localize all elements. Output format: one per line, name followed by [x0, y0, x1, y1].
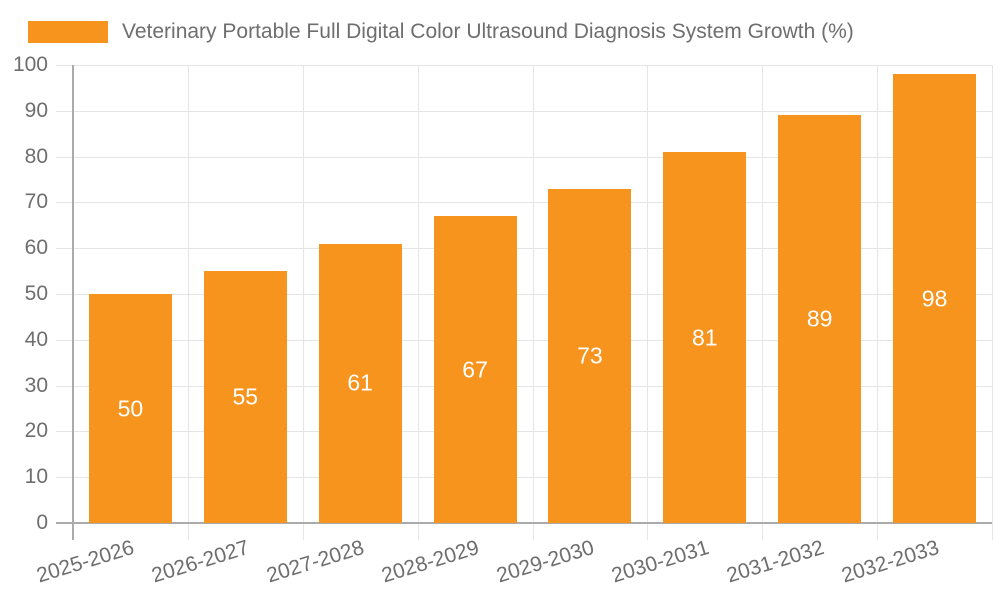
bar[interactable]: 55 — [203, 271, 287, 523]
bar[interactable]: 61 — [318, 243, 402, 523]
y-axis-tick-label: 60 — [24, 236, 48, 259]
x-axis-tick-label: 2030-2031 — [608, 536, 712, 588]
x-gridline — [992, 65, 993, 540]
y-axis-tick-label: 80 — [24, 145, 48, 168]
x-gridline — [647, 65, 648, 540]
x-axis-tick-label: 2027-2028 — [264, 536, 367, 588]
x-axis-line — [56, 522, 992, 524]
bar-value-label: 67 — [462, 356, 488, 383]
bar-value-label: 81 — [692, 324, 718, 350]
y-gridline — [56, 202, 992, 203]
x-axis-tick-label: 2026-2027 — [149, 536, 253, 588]
y-axis-tick-label: 20 — [24, 419, 48, 442]
y-gridline — [56, 294, 992, 295]
y-gridline — [56, 157, 992, 158]
y-gridline — [56, 65, 992, 66]
plot-area: 0 10 20 30 40 50 60 70 80 90 100 50 2025-2026 55 2026-… — [13, 53, 993, 587]
x-gridline — [877, 65, 878, 540]
y-axis-line — [72, 65, 74, 540]
x-gridline — [533, 65, 534, 540]
legend-label: Veterinary Portable Full Digital Color U… — [122, 20, 854, 43]
bar[interactable]: 89 — [778, 115, 862, 523]
y-axis-tick-label: 0 — [36, 511, 48, 534]
bar[interactable]: 67 — [433, 216, 517, 523]
y-gridline — [56, 248, 992, 249]
y-axis-tick-label: 70 — [24, 190, 48, 213]
x-gridline — [762, 65, 763, 540]
y-axis-tick-label: 50 — [24, 282, 48, 305]
x-axis-tick-label: 2028-2029 — [379, 536, 482, 588]
bar[interactable]: 98 — [893, 74, 977, 523]
x-axis-tick-label: 2029-2030 — [493, 536, 597, 588]
x-axis-tick-label: 2032-2033 — [838, 536, 942, 588]
bar-value-label: 98 — [921, 285, 948, 312]
y-gridline — [56, 431, 992, 432]
y-gridline — [56, 386, 992, 387]
y-axis-tick-label: 30 — [24, 374, 48, 397]
bar-value-label: 89 — [806, 305, 833, 332]
bar-value-label: 61 — [347, 369, 373, 396]
y-axis-tick-label: 40 — [24, 328, 48, 351]
bar[interactable]: 73 — [548, 188, 632, 523]
y-gridline — [56, 111, 992, 112]
legend-swatch-icon — [28, 21, 108, 43]
bar-value-label: 55 — [232, 383, 259, 410]
y-gridline — [56, 340, 992, 341]
bar-value-label: 73 — [577, 342, 603, 369]
bar[interactable]: 50 — [88, 294, 172, 523]
x-gridline — [418, 65, 419, 540]
y-axis-tick-label: 100 — [12, 53, 48, 76]
bar[interactable]: 81 — [663, 152, 747, 523]
y-axis-tick-label: 90 — [24, 99, 48, 122]
y-axis-tick-label: 10 — [24, 465, 48, 488]
x-gridline — [188, 65, 189, 540]
x-axis-tick-label: 2025-2026 — [34, 536, 138, 588]
x-gridline — [303, 65, 304, 540]
bar-value-label: 50 — [117, 395, 144, 421]
y-gridline — [56, 477, 992, 478]
x-axis-tick-label: 2031-2032 — [723, 536, 827, 588]
legend-item[interactable]: Veterinary Portable Full Digital Color U… — [28, 20, 854, 44]
